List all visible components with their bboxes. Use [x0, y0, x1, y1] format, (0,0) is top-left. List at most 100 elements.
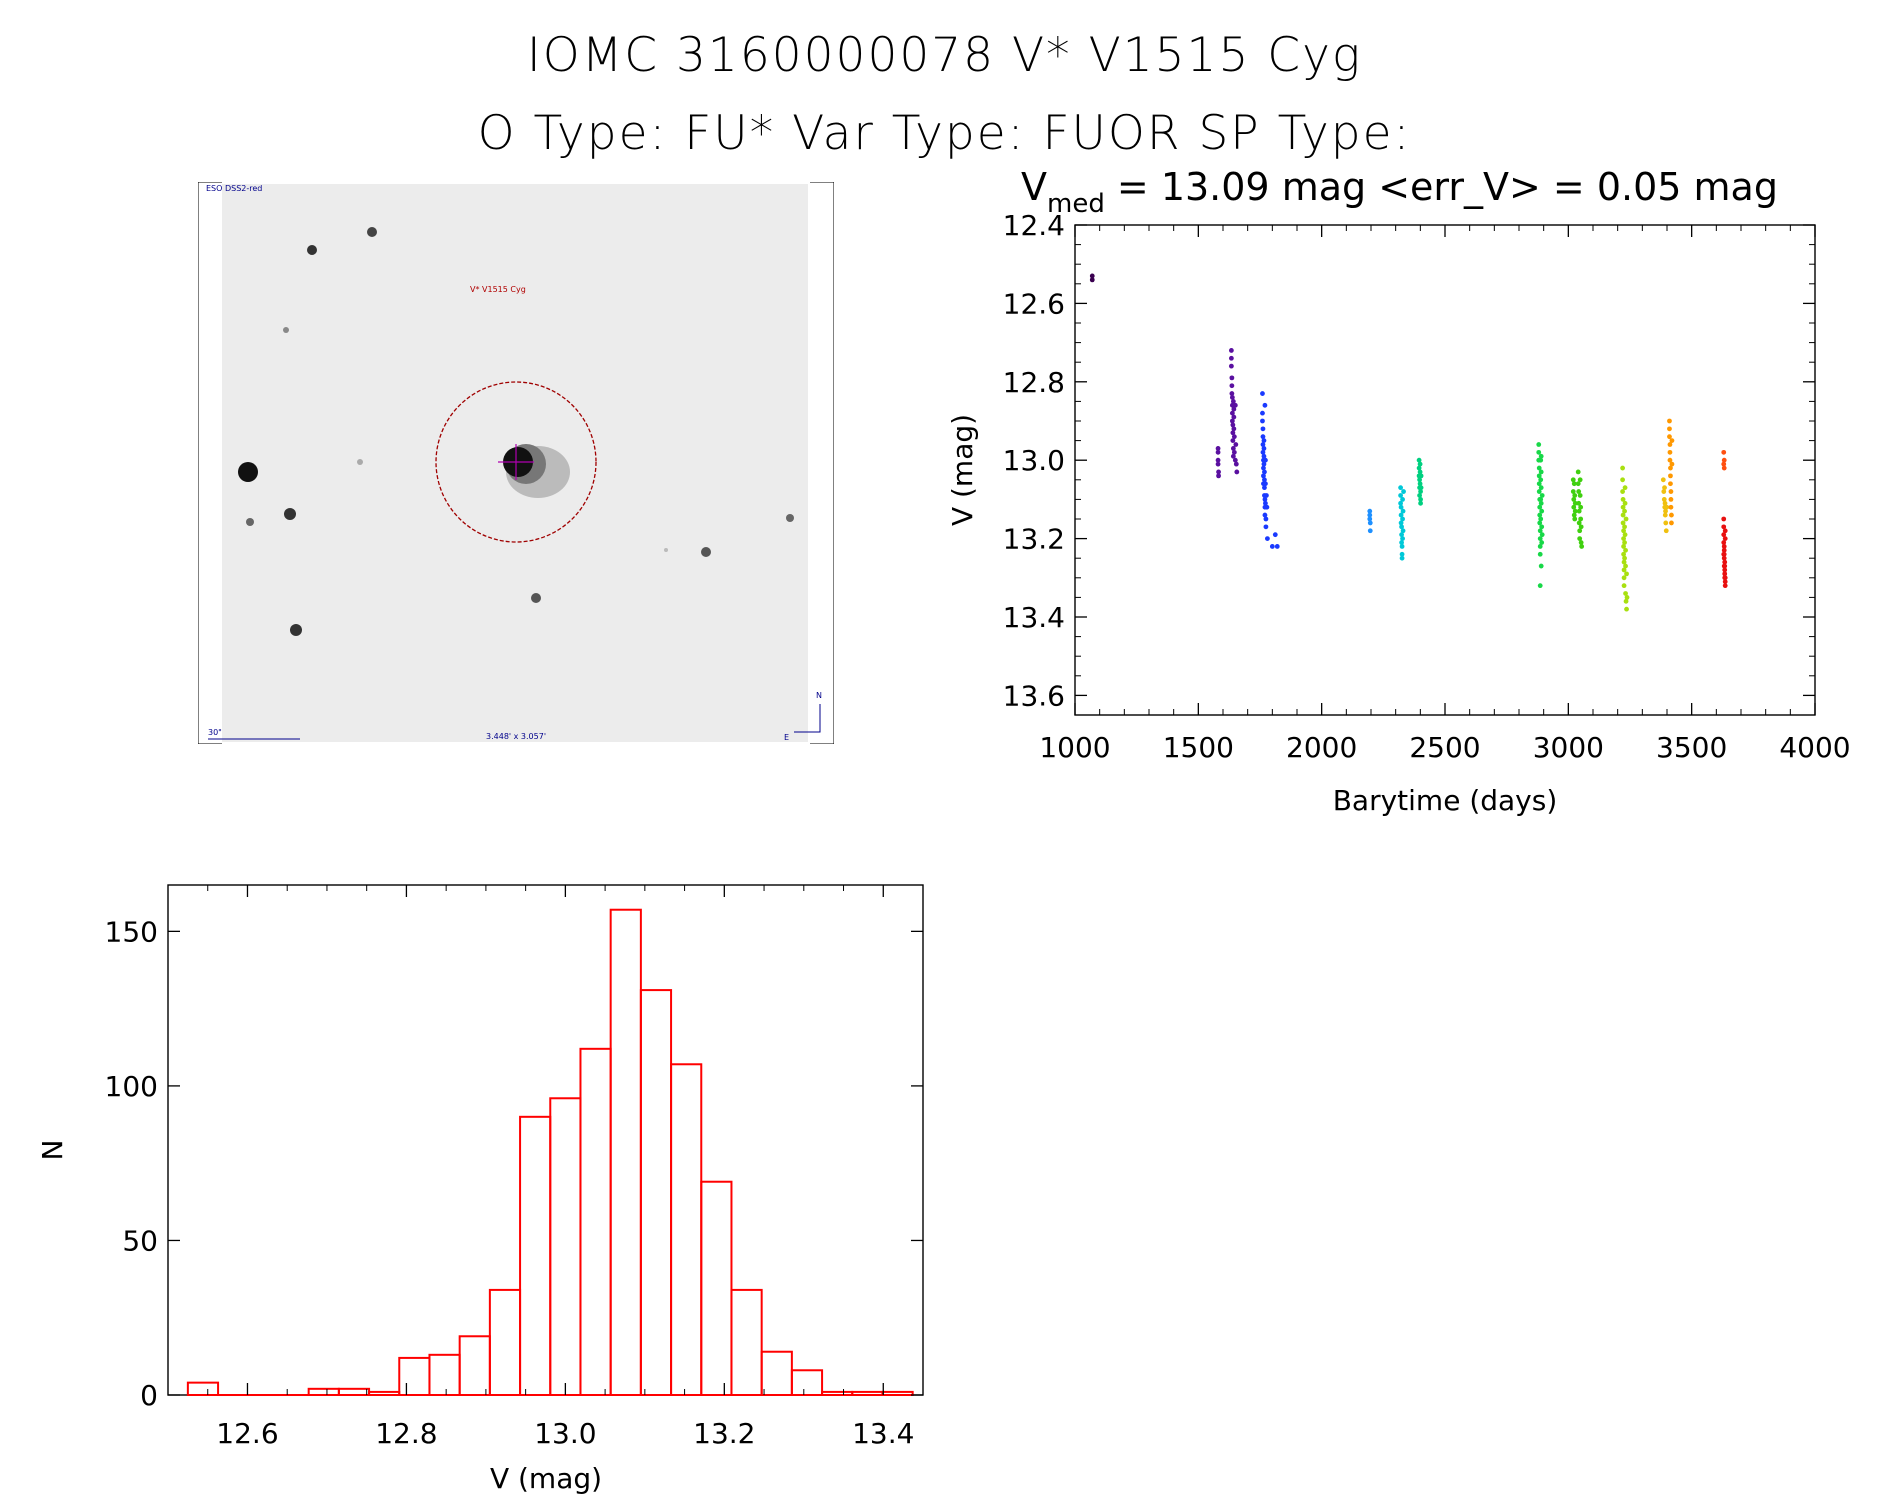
lc-point — [1623, 532, 1628, 537]
lc-point — [1721, 552, 1726, 557]
lc-point — [1538, 477, 1543, 482]
lc-point — [1539, 540, 1544, 545]
histogram-bar — [369, 1392, 399, 1395]
histogram-bar — [611, 910, 641, 1395]
sky-image-panel: ESO DSS2-red V* V1515 Cyg 30" 3.448' x 3… — [198, 182, 834, 744]
lc-point — [1623, 548, 1628, 553]
lc-point — [1419, 473, 1424, 478]
hist-ytick-label: 100 — [105, 1070, 158, 1103]
lc-point — [1579, 544, 1584, 549]
lc-point — [1622, 509, 1627, 514]
lc-ytick-label: 13.4 — [1003, 601, 1065, 634]
histogram-bar — [399, 1358, 429, 1395]
lc-xtick-label: 4000 — [1779, 731, 1850, 764]
survey-label: ESO DSS2-red — [206, 184, 262, 193]
lc-point — [1261, 426, 1266, 431]
fov-label: 3.448' x 3.057' — [486, 732, 546, 741]
histogram-bar — [822, 1392, 852, 1395]
lc-point — [1263, 403, 1268, 408]
lc-point — [1723, 583, 1728, 588]
histogram-bar — [460, 1336, 490, 1395]
lc-point — [1721, 450, 1726, 455]
histogram-bar — [580, 1049, 610, 1395]
lc-point — [1668, 473, 1673, 478]
lc-point — [1262, 470, 1267, 475]
histogram-bar — [731, 1290, 761, 1395]
lc-point — [1536, 442, 1541, 447]
lc-point — [1664, 528, 1669, 533]
lc-point — [1669, 505, 1674, 510]
lc-point — [1572, 517, 1577, 522]
lc-point — [1260, 411, 1265, 416]
lc-point — [1419, 485, 1424, 490]
lc-point — [1400, 497, 1405, 502]
figure-title-line1: IOMC 3160000078 V* V1515 Cyg — [0, 28, 1889, 83]
hist-ytick-label: 50 — [122, 1224, 158, 1257]
hist-ytick-label: 0 — [140, 1379, 158, 1412]
lc-xtick-label: 2500 — [1409, 731, 1480, 764]
lc-point — [1264, 517, 1269, 522]
lc-point — [1234, 462, 1239, 467]
lc-point — [1539, 454, 1544, 459]
histogram-bar — [520, 1117, 550, 1395]
histogram-bar — [641, 990, 671, 1395]
lc-point — [1270, 544, 1275, 549]
lc-point — [1578, 477, 1583, 482]
lc-point — [1578, 493, 1583, 498]
histogram-bar — [188, 1383, 218, 1395]
lc-point — [1624, 517, 1629, 522]
lc-point — [1721, 517, 1726, 522]
lc-point — [1667, 419, 1672, 424]
lc-point — [1539, 564, 1544, 569]
lc-point — [1670, 462, 1675, 467]
lc-ytick-label: 12.6 — [1003, 287, 1065, 320]
sky-image: ESO DSS2-red V* V1515 Cyg 30" 3.448' x 3… — [198, 182, 834, 744]
light-curve-title-main: V — [1021, 170, 1047, 209]
lc-point — [1578, 505, 1583, 510]
lc-point — [1233, 403, 1238, 408]
lc-xtick-label: 1500 — [1163, 731, 1234, 764]
lc-point — [1229, 375, 1234, 380]
hist-xtick-label: 13.0 — [534, 1417, 596, 1450]
histogram-bar — [701, 1182, 731, 1395]
light-curve-panel: Vmed = 13.09 mag <err_V> = 0.05 mag 1000… — [930, 170, 1880, 830]
lc-point — [1668, 450, 1673, 455]
lc-point — [1670, 438, 1675, 443]
lc-point — [1663, 501, 1668, 506]
lc-point — [1418, 501, 1423, 506]
histogram-bars — [188, 910, 913, 1395]
lc-point — [1668, 481, 1673, 486]
lc-point — [1576, 470, 1581, 475]
light-curve-xlabel: Barytime (days) — [1333, 784, 1558, 817]
lc-point — [1262, 446, 1267, 451]
lc-point — [1229, 348, 1234, 353]
target-label: V* V1515 Cyg — [470, 285, 526, 294]
lc-point — [1540, 532, 1545, 537]
light-curve-title-rest: = 13.09 mag <err_V> = 0.05 mag — [1105, 170, 1778, 209]
lc-point — [1263, 458, 1268, 463]
hist-xtick-label: 13.4 — [852, 1417, 914, 1450]
lc-point — [1723, 536, 1728, 541]
lc-point — [1539, 509, 1544, 514]
lc-point — [1264, 524, 1269, 529]
lc-point — [1540, 493, 1545, 498]
lc-point — [1400, 544, 1405, 549]
figure-title-line2: O Type: FU* Var Type: FUOR SP Type: — [0, 106, 1889, 161]
lc-point — [1667, 426, 1672, 431]
histogram-bar — [671, 1064, 701, 1395]
lc-point — [1234, 470, 1239, 475]
lc-point — [1229, 364, 1234, 369]
hist-xtick-label: 12.6 — [216, 1417, 278, 1450]
histogram-ylabel: N — [40, 1140, 69, 1161]
hist-xtick-label: 12.8 — [375, 1417, 437, 1450]
lc-point — [1622, 583, 1627, 588]
lc-point — [1623, 501, 1628, 506]
lc-point — [1216, 450, 1221, 455]
lc-point — [1669, 513, 1674, 518]
lc-point — [1622, 540, 1627, 545]
lc-point — [1625, 595, 1630, 600]
lc-point — [1624, 571, 1629, 576]
lc-point — [1216, 473, 1221, 478]
